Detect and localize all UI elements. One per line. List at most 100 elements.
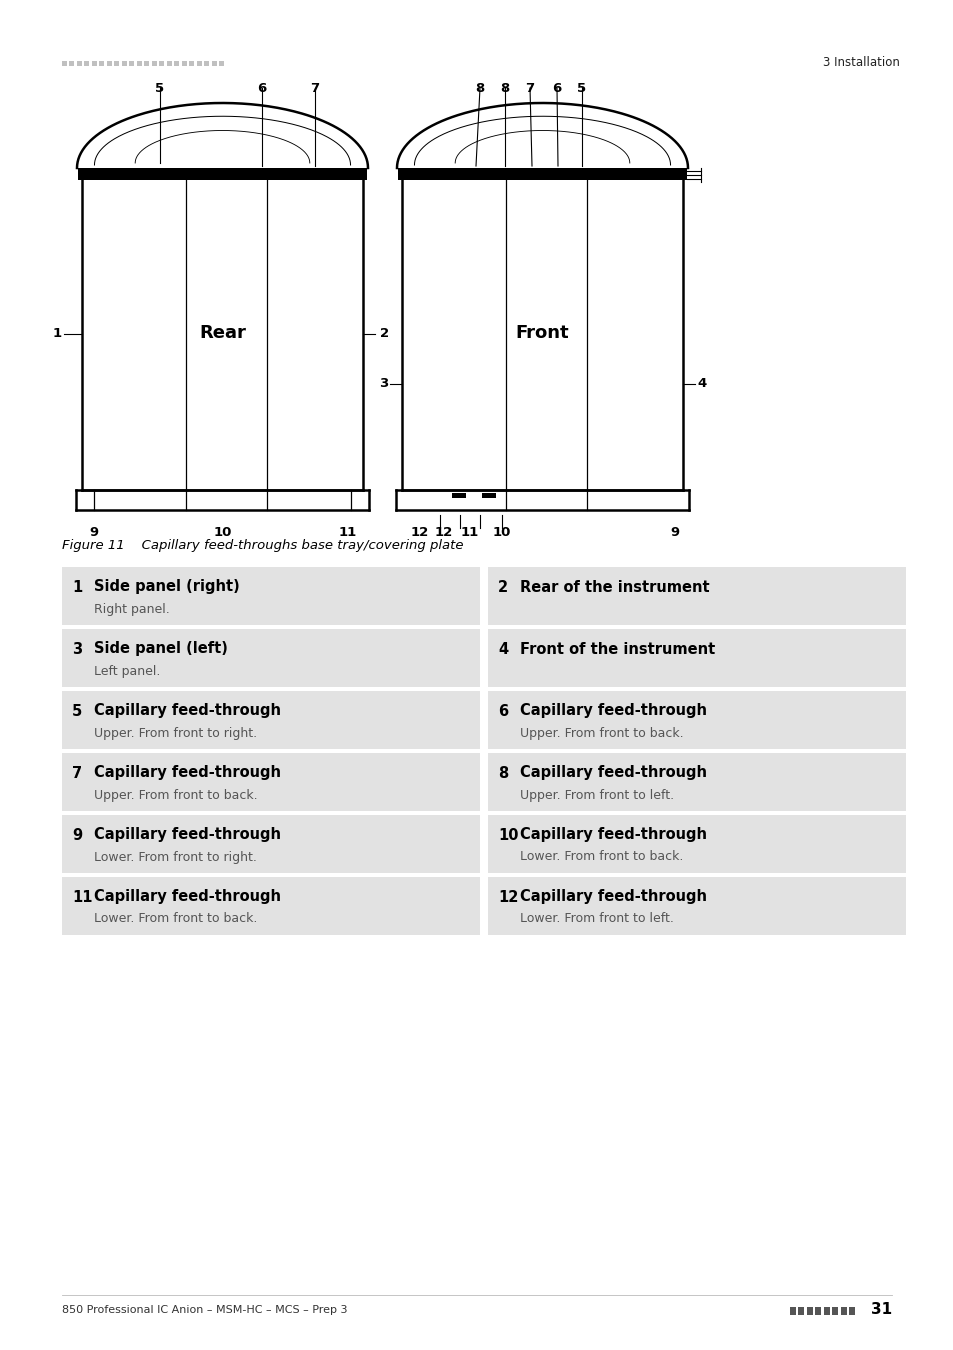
- Bar: [806, 1307, 812, 1315]
- Text: 5: 5: [577, 81, 586, 95]
- Text: Upper. From front to right.: Upper. From front to right.: [94, 726, 257, 740]
- Text: Capillary feed-through: Capillary feed-through: [94, 765, 281, 780]
- Bar: [62, 691, 479, 749]
- Bar: [798, 1307, 803, 1315]
- Bar: [62, 629, 479, 687]
- Text: 850 Professional IC Anion – MSM-HC – MCS – Prep 3: 850 Professional IC Anion – MSM-HC – MCS…: [62, 1305, 347, 1315]
- Bar: [848, 1307, 855, 1315]
- Bar: [488, 878, 905, 936]
- Bar: [78, 167, 367, 180]
- Bar: [77, 61, 82, 66]
- Text: Upper. From front to back.: Upper. From front to back.: [519, 726, 683, 740]
- Text: 11: 11: [338, 525, 356, 539]
- Text: Capillary feed-through: Capillary feed-through: [519, 828, 706, 842]
- Text: Right panel.: Right panel.: [94, 602, 170, 616]
- Text: 7: 7: [525, 81, 534, 95]
- Text: 8: 8: [497, 765, 508, 780]
- Text: 6: 6: [552, 81, 561, 95]
- Bar: [152, 61, 157, 66]
- Text: 10: 10: [213, 525, 232, 539]
- Bar: [167, 61, 172, 66]
- Text: 2: 2: [497, 579, 508, 594]
- Text: 9: 9: [90, 525, 98, 539]
- Bar: [62, 61, 67, 66]
- Bar: [62, 878, 479, 936]
- Text: 3 Installation: 3 Installation: [822, 57, 899, 69]
- Text: 2: 2: [379, 327, 389, 340]
- Text: 12: 12: [435, 525, 453, 539]
- Bar: [159, 61, 164, 66]
- Bar: [114, 61, 119, 66]
- Text: 9: 9: [71, 828, 82, 842]
- Text: Upper. From front to back.: Upper. From front to back.: [94, 788, 257, 802]
- Text: 7: 7: [310, 81, 319, 95]
- Bar: [212, 61, 216, 66]
- Bar: [144, 61, 150, 66]
- Bar: [832, 1307, 838, 1315]
- Text: Capillary feed-through: Capillary feed-through: [94, 828, 281, 842]
- Text: Rear of the instrument: Rear of the instrument: [519, 579, 709, 594]
- Bar: [174, 61, 179, 66]
- Text: Lower. From front to back.: Lower. From front to back.: [94, 913, 257, 926]
- Bar: [70, 61, 74, 66]
- Text: 7: 7: [71, 765, 82, 780]
- Text: 1: 1: [71, 579, 82, 594]
- Bar: [452, 493, 465, 498]
- Bar: [204, 61, 210, 66]
- Text: 12: 12: [411, 525, 429, 539]
- Text: 12: 12: [497, 890, 517, 905]
- Text: Left panel.: Left panel.: [94, 664, 160, 678]
- Text: Lower. From front to back.: Lower. From front to back.: [519, 850, 682, 864]
- Bar: [823, 1307, 829, 1315]
- Bar: [107, 61, 112, 66]
- Text: Capillary feed-through: Capillary feed-through: [519, 890, 706, 905]
- Bar: [190, 61, 194, 66]
- Bar: [130, 61, 134, 66]
- Text: Capillary feed-through: Capillary feed-through: [94, 703, 281, 718]
- Text: 10: 10: [497, 828, 518, 842]
- Text: Lower. From front to right.: Lower. From front to right.: [94, 850, 256, 864]
- Text: 6: 6: [257, 81, 266, 95]
- Bar: [91, 61, 97, 66]
- Bar: [85, 61, 90, 66]
- Bar: [841, 1307, 846, 1315]
- Text: 9: 9: [670, 525, 679, 539]
- Text: Capillary feed-through: Capillary feed-through: [519, 765, 706, 780]
- Text: 10: 10: [493, 525, 511, 539]
- Text: Capillary feed-through: Capillary feed-through: [94, 890, 281, 905]
- Text: 8: 8: [475, 81, 484, 95]
- Bar: [99, 61, 105, 66]
- Text: 11: 11: [460, 525, 478, 539]
- Text: Side panel (left): Side panel (left): [94, 641, 228, 656]
- Bar: [789, 1307, 795, 1315]
- Text: Lower. From front to left.: Lower. From front to left.: [519, 913, 673, 926]
- Bar: [488, 815, 905, 873]
- Text: 5: 5: [155, 81, 164, 95]
- Bar: [62, 815, 479, 873]
- Text: Rear: Rear: [199, 324, 246, 343]
- Text: Upper. From front to left.: Upper. From front to left.: [519, 788, 674, 802]
- Bar: [196, 61, 202, 66]
- Text: 6: 6: [497, 703, 508, 718]
- Text: 11: 11: [71, 890, 92, 905]
- Bar: [488, 753, 905, 811]
- Text: Capillary feed-through: Capillary feed-through: [519, 703, 706, 718]
- Bar: [137, 61, 142, 66]
- Bar: [488, 691, 905, 749]
- Text: 31: 31: [870, 1303, 891, 1318]
- Text: 3: 3: [71, 641, 82, 656]
- Bar: [122, 61, 127, 66]
- Text: 8: 8: [500, 81, 509, 95]
- Bar: [481, 493, 496, 498]
- Bar: [219, 61, 224, 66]
- Bar: [397, 167, 686, 180]
- Bar: [62, 753, 479, 811]
- Text: 4: 4: [697, 377, 705, 390]
- Text: Front of the instrument: Front of the instrument: [519, 641, 715, 656]
- Text: 4: 4: [497, 641, 508, 656]
- Text: 1: 1: [52, 327, 62, 340]
- Bar: [182, 61, 187, 66]
- Bar: [488, 567, 905, 625]
- Bar: [815, 1307, 821, 1315]
- Bar: [62, 567, 479, 625]
